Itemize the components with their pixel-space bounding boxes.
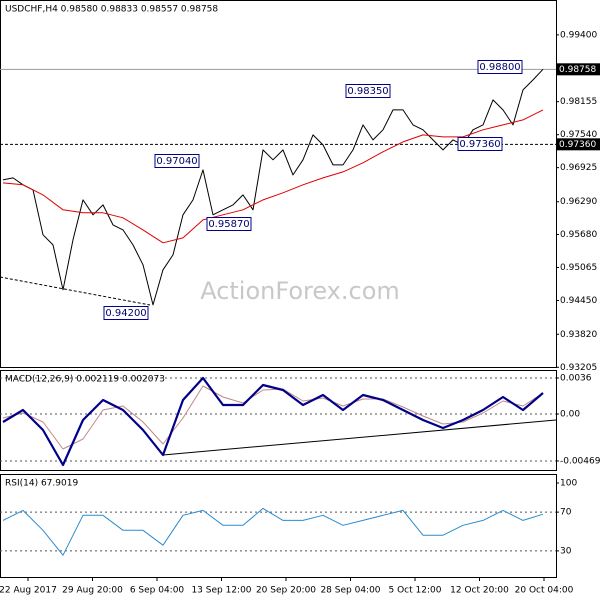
x-tick-label: 22 Aug 2017 — [0, 586, 57, 596]
annotation-label: 0.98800 — [479, 62, 520, 73]
y-tick-label: 0.0036 — [560, 374, 592, 384]
trend-line — [0, 276, 151, 306]
panel-frame — [0, 0, 557, 368]
panel-title: USDCHF,H4 0.98580 0.98833 0.98557 0.9875… — [5, 5, 218, 15]
price-label: 0.98758 — [559, 65, 596, 75]
y-tick-label: 0.96925 — [560, 163, 597, 173]
annotation-box — [206, 217, 252, 231]
x-tick-label: 6 Sep 04:00 — [130, 586, 185, 596]
y-tick-label: 0.98155 — [560, 97, 597, 107]
y-tick-label: 0.95680 — [560, 230, 597, 240]
y-tick-label: 0.93820 — [560, 330, 597, 340]
price-box — [557, 63, 600, 76]
x-tick-label: 20 Oct 04:00 — [515, 586, 574, 596]
series-line — [2, 109, 544, 244]
series-line — [2, 507, 544, 556]
y-tick-label: -0.004696 — [560, 456, 600, 466]
panel-title: MACD(12,26,9) 0.002119 0.002073 — [5, 375, 165, 385]
annotation-box — [345, 84, 391, 98]
y-tick-label: 0.95065 — [560, 263, 597, 273]
y-tick-label: 0.99400 — [560, 30, 597, 40]
panel-frame — [0, 370, 557, 471]
y-tick-label: 70 — [560, 508, 572, 518]
x-tick-label: 20 Sep 20:00 — [256, 586, 316, 596]
y-tick-label: 0.93205 — [560, 363, 597, 373]
annotation-label: 0.98350 — [347, 86, 388, 97]
annotation-label: 0.95870 — [208, 219, 249, 230]
panel-frame — [0, 474, 557, 578]
x-tick-label: 28 Sep 04:00 — [320, 586, 380, 596]
trend-line — [162, 419, 557, 456]
panel-title: RSI(14) 67.9019 — [5, 479, 78, 489]
annotation-label: 0.97360 — [459, 139, 500, 150]
y-tick-label: 100 — [560, 479, 577, 489]
x-tick-label: 5 Oct 12:00 — [389, 586, 442, 596]
annotation-label: 0.97040 — [156, 156, 197, 167]
annotation-box — [154, 154, 200, 168]
y-tick-label: 0.97540 — [560, 130, 597, 140]
annotation-box — [103, 306, 149, 320]
x-tick-label: 29 Aug 20:00 — [62, 586, 123, 596]
series-line — [2, 376, 544, 467]
series-line — [2, 68, 544, 306]
y-tick-label: 0.00 — [560, 410, 580, 420]
watermark: ActionForex.com — [200, 277, 400, 305]
y-tick-label: 0.94450 — [560, 296, 597, 306]
price-label: 0.97360 — [559, 140, 596, 150]
annotation-box — [477, 60, 523, 74]
y-tick-label: 0.96290 — [560, 197, 597, 207]
price-box — [557, 138, 600, 151]
annotation-label: 0.94200 — [105, 308, 146, 319]
annotation-box — [457, 137, 503, 151]
y-tick-label: 30 — [560, 546, 572, 556]
x-tick-label: 12 Oct 20:00 — [450, 586, 509, 596]
x-tick-label: 13 Sep 12:00 — [191, 586, 251, 596]
